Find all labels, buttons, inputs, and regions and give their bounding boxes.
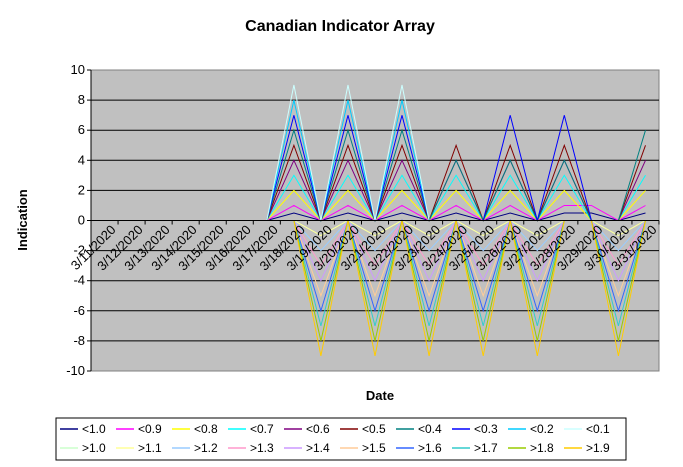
legend-label: <0.6: [306, 422, 330, 436]
legend-label: <0.5: [362, 422, 386, 436]
y-tick-label: 2: [78, 182, 85, 197]
legend-label: >1.5: [362, 441, 386, 455]
legend-label: >1.9: [586, 441, 610, 455]
legend-label: >1.1: [138, 441, 162, 455]
legend-label: <0.4: [418, 422, 442, 436]
y-tick-labels: -10 -8 -6 -4 -2 0 2 4 6 8 10: [66, 62, 85, 378]
y-tick-label: 4: [78, 152, 85, 167]
y-tick-label: -4: [73, 273, 85, 288]
legend-label: <0.7: [250, 422, 274, 436]
axes: [87, 69, 660, 372]
x-axis-label: Date: [366, 388, 394, 403]
y-axis-label: Indication: [15, 189, 30, 250]
legend-label: >1.7: [474, 441, 498, 455]
y-tick-label: -2: [73, 243, 85, 258]
legend-label: <0.3: [474, 422, 498, 436]
legend-label: <1.0: [82, 422, 106, 436]
y-tick-label: 0: [78, 213, 85, 228]
y-tick-label: 10: [71, 62, 85, 77]
y-tick-label: -6: [73, 303, 85, 318]
legend-label: >1.2: [194, 441, 218, 455]
legend-label: <0.8: [194, 422, 218, 436]
legend-label: <0.2: [530, 422, 554, 436]
legend-label: >1.6: [418, 441, 442, 455]
y-tick-label: -10: [66, 363, 85, 378]
legend-label: >1.0: [82, 441, 106, 455]
chart-title: Canadian Indicator Array: [245, 18, 435, 35]
legend-label: >1.8: [530, 441, 554, 455]
legend-label: >1.4: [306, 441, 330, 455]
legend-label: <0.1: [586, 422, 610, 436]
y-tick-label: -8: [73, 333, 85, 348]
legend-label: >1.3: [250, 441, 274, 455]
y-tick-label: 8: [78, 92, 85, 107]
legend: <1.0 <0.9 <0.8 <0.7 <0.6 <0.5 <0.4 <0.3 <0.2 <0.1…: [55, 417, 627, 461]
legend-box: [55, 417, 627, 461]
legend-label: <0.9: [138, 422, 162, 436]
y-tick-label: 6: [78, 122, 85, 137]
